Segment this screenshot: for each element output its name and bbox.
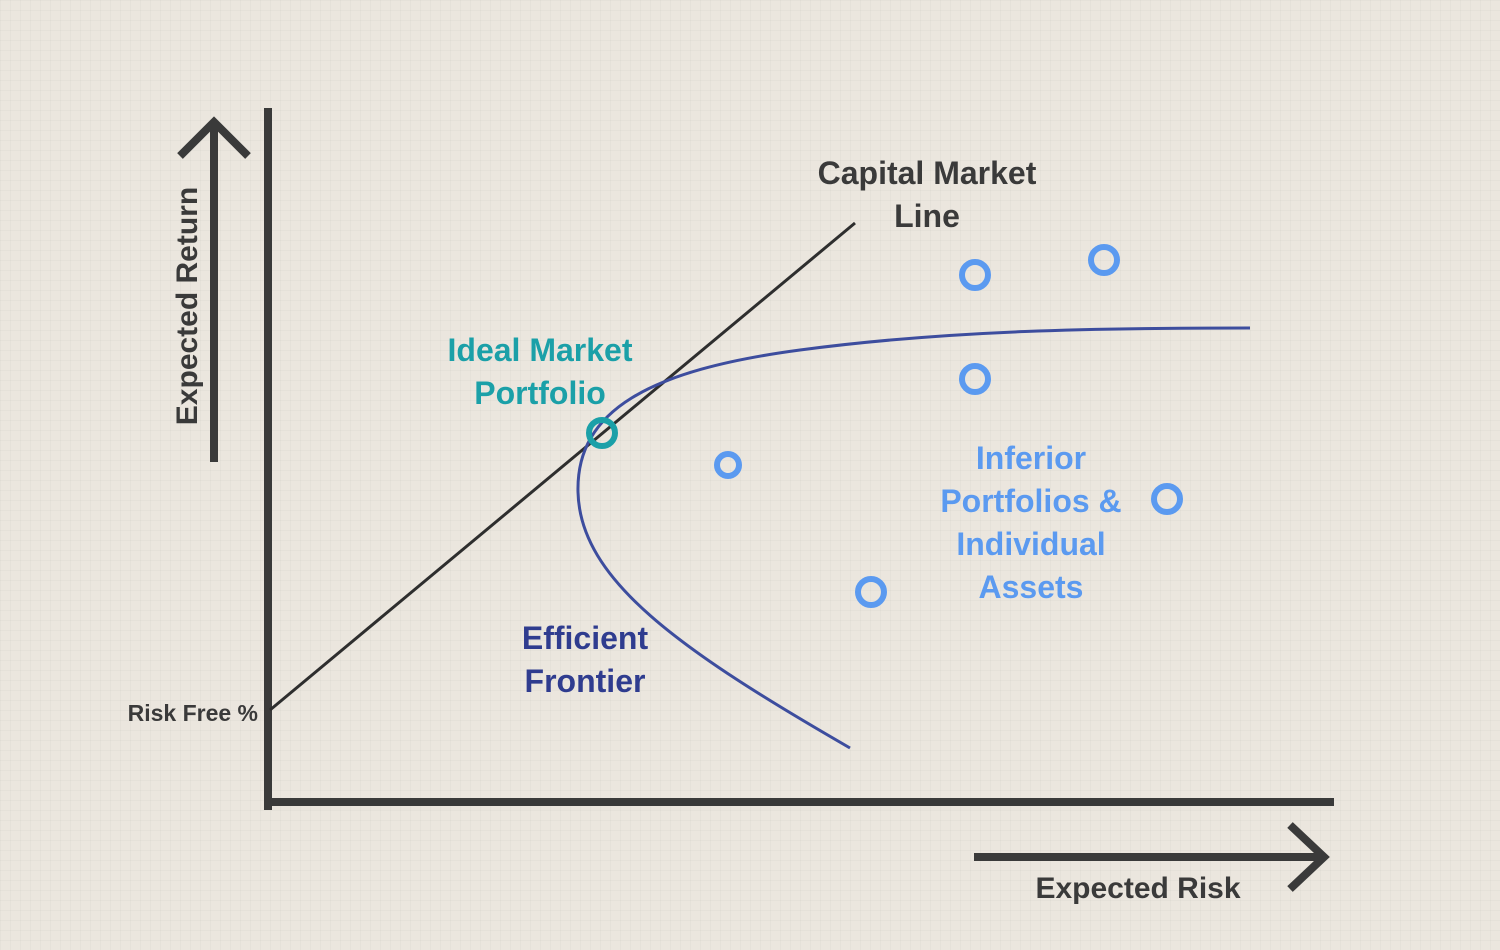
inferior-label-line1: Inferior — [976, 440, 1086, 476]
inferior-point — [959, 363, 991, 395]
cml-label-line2: Line — [894, 198, 960, 234]
x-axis-label: Expected Risk — [1035, 872, 1240, 905]
capital-market-line — [269, 221, 856, 712]
ideal-portfolio-label-line1: Ideal Market — [448, 332, 633, 368]
up-arrow-icon — [177, 116, 251, 462]
cml-label-line1: Capital Market — [818, 155, 1037, 191]
right-arrow-icon — [974, 822, 1330, 892]
inferior-label-line3: Individual — [956, 526, 1105, 562]
inferior-portfolio-points — [714, 244, 1183, 608]
inferior-point — [1088, 244, 1120, 276]
ideal-portfolio-label-line2: Portfolio — [474, 375, 606, 411]
inferior-label-line4: Assets — [979, 569, 1084, 605]
y-axis-label: Expected Return — [171, 187, 204, 425]
inferior-point — [1151, 483, 1183, 515]
risk-free-label: Risk Free % — [128, 700, 258, 726]
frontier-label-line2: Frontier — [525, 663, 646, 699]
inferior-point — [714, 451, 742, 479]
efficient-frontier-curve — [576, 326, 1251, 750]
ideal-market-portfolio-point — [586, 417, 618, 449]
inferior-label-line2: Portfolios & — [940, 483, 1121, 519]
inferior-point — [855, 576, 887, 608]
inferior-point — [959, 259, 991, 291]
frontier-label-line1: Efficient — [522, 620, 649, 656]
